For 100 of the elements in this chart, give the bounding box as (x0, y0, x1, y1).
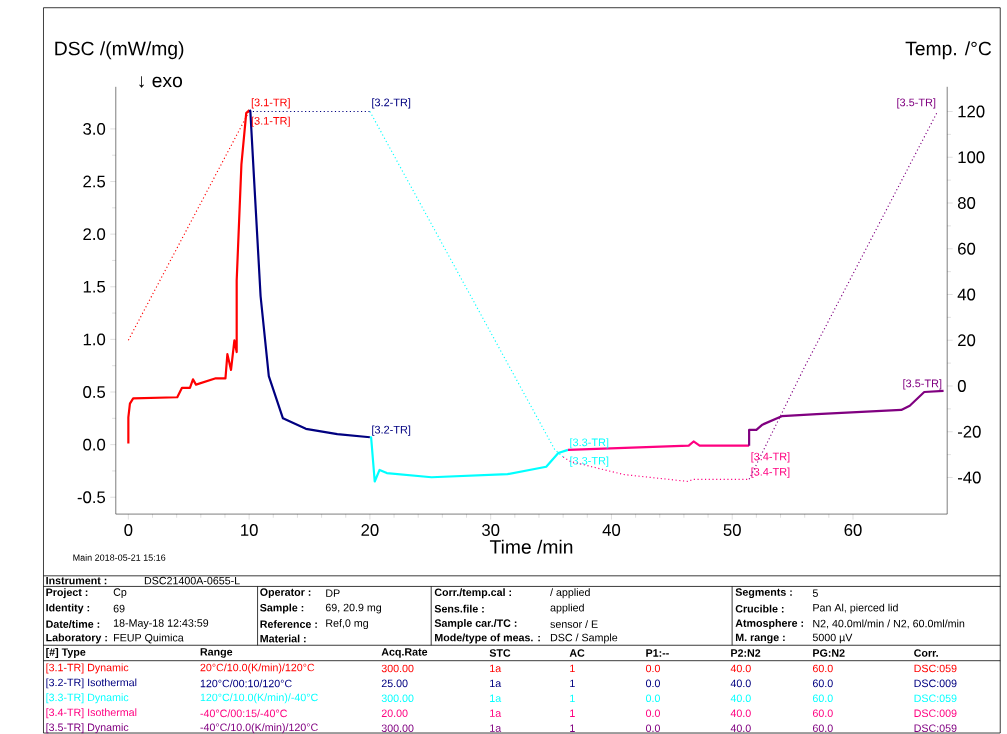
text: 120°C/10.0(K/min)/-40°C (200, 693, 318, 704)
text: Identity : (46, 603, 90, 614)
y2-tick-label: 40 (957, 288, 976, 301)
x-tick-label: 40 (602, 524, 621, 536)
y-tick-label: 2.0 (83, 228, 106, 241)
text: 69, 20.9 mg (325, 603, 382, 614)
y-tick-label: 1.5 (83, 280, 106, 293)
text: 60.0 (812, 694, 833, 703)
text: 300.00 (381, 724, 414, 732)
text: [3.1-TR] Dynamic (46, 663, 129, 674)
text: 40.0 (730, 679, 751, 688)
y2-tick-label: 80 (957, 197, 976, 209)
text: P2:N2 (731, 649, 761, 657)
annotation: [3.5-TR] (903, 379, 942, 390)
annotation: [3.4-TR] (751, 452, 790, 463)
text: 1a (490, 664, 502, 673)
text: Atmosphere : (735, 619, 804, 630)
y-tick-label: 0.0 (83, 438, 106, 451)
text: AC (569, 649, 585, 657)
text: Pan Al, pierced lid (813, 603, 898, 614)
text: 0.0 (645, 664, 660, 673)
text: Main 2018-05-21 15:16 (73, 554, 166, 561)
y2-tick-label: 20 (958, 334, 976, 347)
text: 40.0 (730, 664, 751, 673)
text: 20°C/10.0(K/min)/120°C (200, 663, 315, 674)
text: Sample car./TC : (434, 619, 517, 630)
text: Laboratory : (46, 633, 107, 644)
text: 69 (113, 604, 125, 613)
annotation: [3.3-TR] (570, 456, 609, 467)
y-tick-label: 3.0 (83, 122, 106, 135)
text: 60.0 (812, 664, 833, 673)
annotation: [3.3-TR] (570, 438, 609, 449)
text: Range (200, 648, 233, 658)
text: 60.0 (812, 709, 833, 718)
y2-tick-label: 60 (958, 242, 976, 255)
text: 40.0 (730, 724, 751, 732)
annotation: ↓ exo (139, 76, 183, 88)
text: DSC:009 (914, 679, 957, 688)
text: sensor / E (550, 620, 598, 628)
text: 5 (812, 589, 818, 597)
text: STC (489, 649, 511, 657)
text: Crucible : (735, 604, 784, 613)
text: Sample : (260, 603, 304, 614)
text: Material : (260, 634, 306, 643)
x-tick-label: 0 (124, 524, 133, 536)
line-series (562, 456, 750, 482)
text: DSC:059 (914, 694, 957, 703)
text: DP (326, 589, 340, 597)
text: -40°C/00:15/-40°C (200, 709, 287, 718)
text: PG:N2 (813, 649, 845, 657)
text: Sens.file : (434, 604, 484, 613)
x-axis-title: Time /min (489, 539, 573, 554)
text: N2, 40.0ml/min / N2, 60.0ml/min (813, 619, 965, 629)
x-tick-label: 20 (361, 524, 379, 536)
text: 1a (490, 679, 502, 688)
text: 1 (570, 679, 575, 688)
text: DSC:059 (914, 664, 957, 673)
text: [#] Type (46, 648, 86, 658)
text: 0.0 (645, 679, 660, 688)
text: P1:-- (646, 649, 669, 657)
y-tick-label: 1.0 (83, 333, 106, 346)
x-tick-label: 60 (844, 524, 862, 536)
annotation: [3.5-TR] (897, 98, 936, 109)
y-axis-title: DSC /(mW/mg) (55, 41, 184, 60)
text: Date/time : (46, 620, 100, 629)
text: DSC:009 (914, 709, 957, 718)
annotation: [3.2-TR] (372, 425, 411, 436)
text: [3.3-TR] Dynamic (46, 693, 129, 704)
text: Instrument : (46, 576, 107, 585)
text: 5000 µV (812, 633, 853, 644)
text: Reference : (260, 620, 317, 628)
text: Cp (113, 588, 127, 599)
text: 300.00 (381, 694, 414, 703)
text: Corr./temp.cal : (434, 588, 511, 599)
annotation: [3.4-TR] (751, 467, 790, 478)
y2-axis-title: Temp. /°C (905, 41, 992, 60)
y-tick-label: 2.5 (83, 175, 106, 188)
text: 1 (570, 694, 575, 702)
x-tick-label: 50 (723, 524, 741, 536)
text: 120°C/00:10/120°C (200, 679, 292, 688)
text: Acq.Rate (381, 648, 428, 658)
text: Mode/type of meas. : (435, 633, 540, 644)
text: 18-May-18 12:43:59 (113, 619, 209, 629)
text: 1a (490, 724, 502, 732)
text: 1a (490, 694, 502, 703)
x-tick-label: 10 (241, 524, 258, 536)
y-tick-label: -0.5 (77, 491, 106, 504)
text: DSC / Sample (550, 633, 618, 644)
text: 60.0 (812, 679, 833, 688)
text: 25.00 (381, 679, 408, 688)
text: 0.0 (645, 694, 660, 703)
text: Segments : (735, 588, 792, 599)
text: Ref,0 mg (326, 619, 368, 630)
text: 40.0 (730, 694, 751, 703)
text: 40.0 (730, 709, 751, 718)
text: [3.5-TR] Dynamic (46, 723, 129, 734)
text: 1 (570, 709, 575, 717)
text: 300.00 (381, 664, 414, 673)
text: M. range : (735, 633, 785, 644)
text: -40°C/10.0(K/min)/120°C (200, 723, 318, 734)
